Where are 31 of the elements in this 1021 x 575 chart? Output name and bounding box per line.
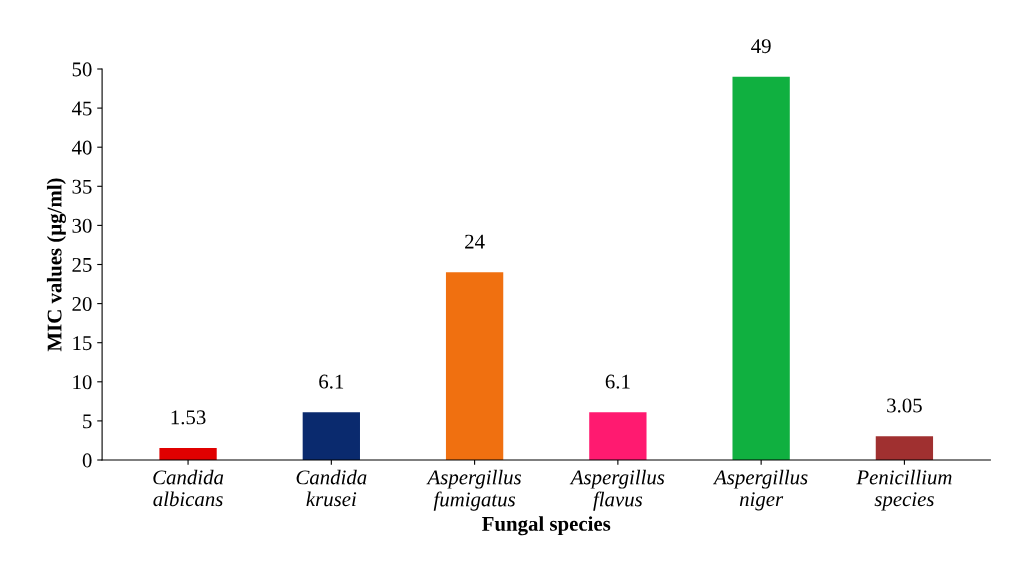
y-tick-label: 35	[72, 179, 92, 194]
bar	[302, 412, 360, 460]
x-tick-label: Candida krusei	[296, 469, 367, 507]
bar	[589, 412, 647, 460]
x-tick-label: Aspergillus flavus	[569, 469, 665, 511]
y-tick-label: 25	[72, 257, 92, 272]
data-label: 49	[751, 39, 771, 54]
x-tick-label: Aspergillus fumigatus	[426, 469, 522, 511]
x-tick-label: Candida albicans	[153, 469, 224, 507]
x-axis-title: Fungal species	[482, 516, 611, 536]
bar	[445, 272, 504, 460]
data-label: 24	[465, 234, 485, 249]
y-tick-label: 0	[82, 453, 92, 468]
y-tick-label: 40	[71, 140, 92, 155]
y-tick-label: 45	[71, 101, 92, 116]
y-tick-label: 15	[73, 336, 92, 351]
y-axis-title: MIC values (µg/ml)	[46, 178, 66, 352]
data-label: 3.05	[887, 398, 922, 413]
data-label: 6.1	[319, 374, 344, 389]
bar	[875, 436, 934, 460]
data-label: 6.1	[605, 374, 630, 389]
x-tick-label: Aspergillus niger	[712, 469, 808, 511]
bar	[732, 76, 790, 460]
x-tick-label: Penicillium species	[856, 469, 952, 511]
y-tick-label: 20	[72, 296, 92, 312]
bar	[159, 448, 217, 460]
y-tick-label: 50	[72, 62, 92, 77]
y-tick-label: 5	[83, 414, 92, 429]
y-tick-label: 30	[72, 218, 92, 233]
data-label: 1.53	[171, 410, 206, 425]
y-tick-label: 10	[73, 375, 92, 390]
